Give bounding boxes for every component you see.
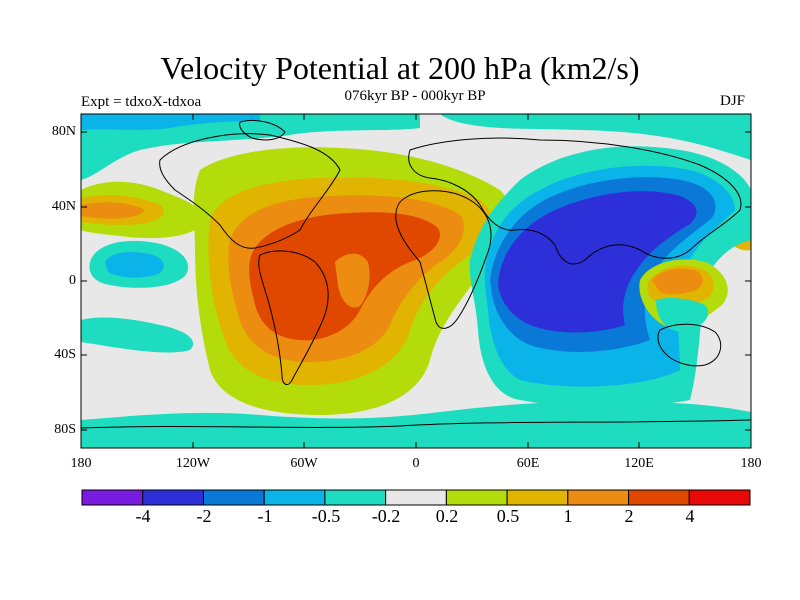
west-orange-lobe: [81, 202, 145, 219]
y-tick-label: 40N: [51, 199, 76, 214]
colorbar-swatch: [263, 489, 326, 506]
experiment-label: Expt = tdxoX-tdxoa: [81, 94, 202, 110]
x-tick-label: 60E: [516, 456, 540, 471]
colorbar-swatch: [142, 489, 204, 506]
x-tick-label: 120E: [624, 456, 654, 471]
colorbar-label: -0.5: [311, 506, 341, 526]
colorbar-label: 4: [685, 506, 695, 526]
colorbar-swatch: [567, 489, 630, 506]
colorbar-swatch: [324, 489, 387, 506]
south-pacific-teal: [81, 317, 194, 353]
maritime-teal: [656, 297, 709, 332]
colorbar-label: 2: [624, 506, 634, 526]
colorbar-label: -1: [257, 506, 273, 526]
colorbar-swatch: [688, 489, 751, 506]
colorbar: [81, 489, 751, 506]
y-axis-ticks: [81, 131, 751, 431]
negative-lobe-core: [498, 191, 697, 333]
x-tick-label: 180: [70, 456, 92, 471]
antarctica-coast: [81, 419, 751, 429]
colorbar-swatch: [385, 489, 447, 506]
north-america-coast: [159, 133, 341, 249]
pacific-cyan-blob: [105, 252, 164, 278]
y-tick-label: 40S: [54, 347, 76, 362]
x-tick-label: 0: [412, 456, 420, 471]
x-tick-label: 120W: [175, 456, 211, 471]
colorbar-swatch: [81, 489, 144, 506]
north-cyan-patch: [81, 114, 260, 130]
colorbar-swatch: [202, 489, 265, 506]
y-tick-label: 80S: [54, 422, 76, 437]
colorbar-label: 0.2: [435, 506, 459, 526]
colorbar-swatch: [628, 489, 690, 506]
colorbar-label: -4: [135, 506, 151, 526]
y-tick-label: 80N: [51, 124, 76, 139]
map-subtitle: 076kyr BP - 000kyr BP: [344, 88, 486, 104]
colorbar-label: 0.5: [496, 506, 520, 526]
north-polar-band: [81, 114, 420, 180]
y-tick-label: 0: [69, 273, 76, 288]
contour-field: [81, 114, 751, 448]
positive-lobe-inner-orange: [335, 253, 370, 308]
colorbar-label: -2: [196, 506, 212, 526]
maritime-orange: [652, 268, 703, 295]
greenland-coast: [239, 119, 286, 141]
eurasia-coast: [408, 137, 742, 265]
south-polar-band: [81, 401, 751, 448]
x-axis-ticks: [80, 114, 752, 448]
map-title: Velocity Potential at 200 hPa (km2/s): [160, 50, 640, 86]
colorbar-swatch: [445, 489, 508, 506]
season-label: DJF: [720, 93, 746, 109]
coastlines: [81, 119, 751, 429]
australia-coast: [657, 323, 722, 367]
colorbar-swatch: [506, 489, 569, 506]
colorbar-label: 1: [563, 506, 573, 526]
x-tick-label: 180: [740, 456, 762, 471]
north-east-band: [440, 114, 751, 160]
x-tick-label: 60W: [290, 456, 318, 471]
africa-coast: [395, 190, 492, 329]
colorbar-label: -0.2: [371, 506, 401, 526]
south-america-coast: [258, 250, 329, 386]
